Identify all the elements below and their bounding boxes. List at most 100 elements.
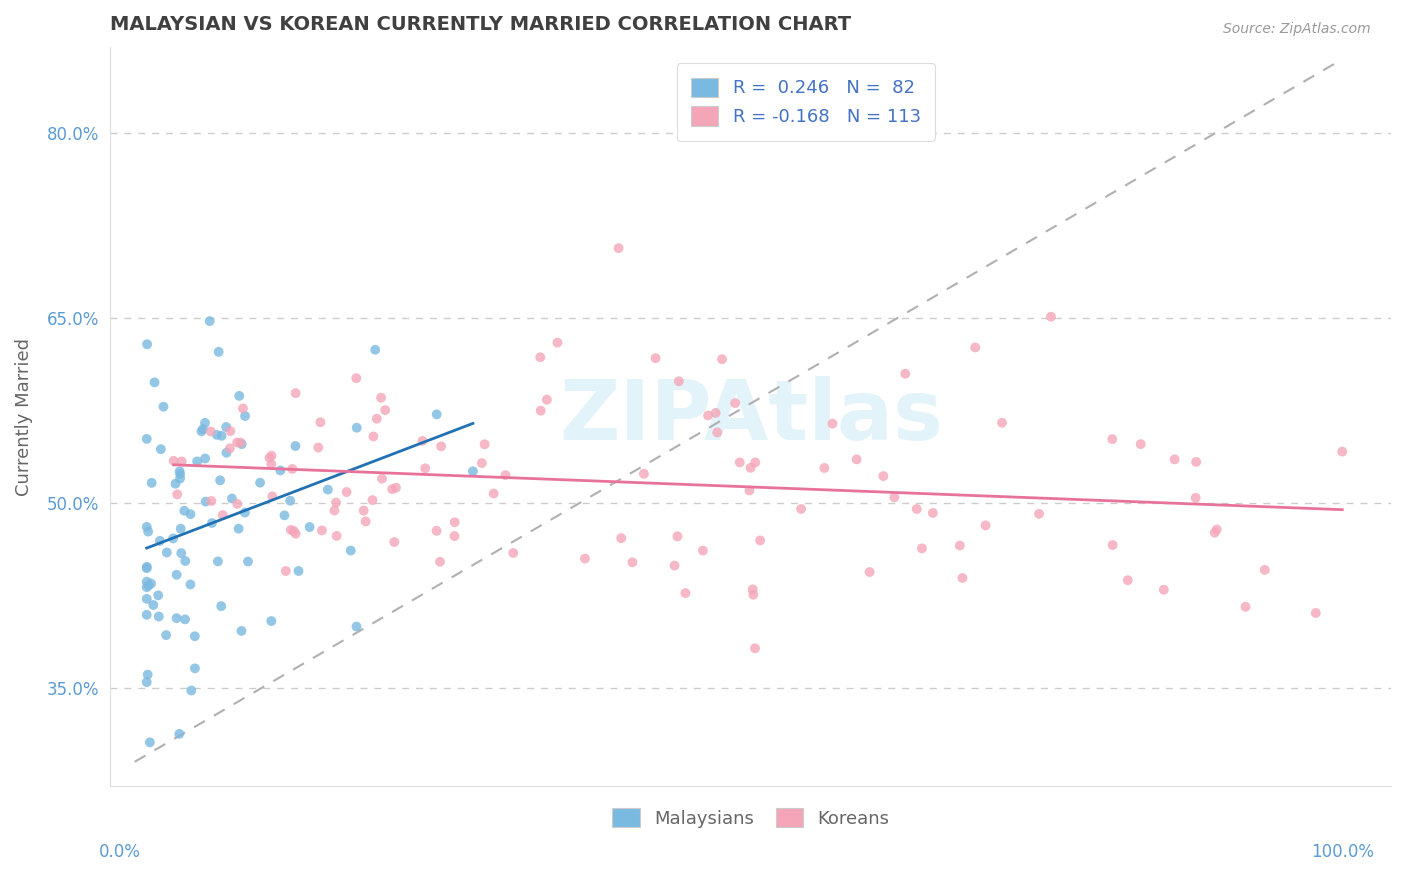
Point bbox=[138, 578, 160, 592]
Point bbox=[621, 555, 644, 569]
Point bbox=[443, 515, 465, 529]
Point bbox=[790, 502, 813, 516]
Point bbox=[546, 335, 568, 350]
Point bbox=[316, 483, 339, 497]
Point bbox=[169, 471, 191, 485]
Point bbox=[697, 409, 720, 423]
Point bbox=[607, 241, 630, 255]
Point bbox=[219, 424, 242, 438]
Point bbox=[1305, 606, 1327, 620]
Point bbox=[502, 546, 524, 560]
Point bbox=[872, 469, 894, 483]
Point bbox=[179, 577, 201, 591]
Point bbox=[148, 588, 170, 602]
Point bbox=[148, 609, 170, 624]
Point bbox=[1101, 432, 1123, 446]
Point bbox=[231, 437, 253, 451]
Point bbox=[363, 429, 385, 443]
Point bbox=[260, 449, 283, 463]
Point bbox=[1254, 563, 1277, 577]
Point bbox=[346, 619, 368, 633]
Point bbox=[191, 422, 214, 436]
Point bbox=[311, 524, 333, 538]
Text: ZIPAtlas: ZIPAtlas bbox=[558, 376, 942, 457]
Point bbox=[207, 554, 229, 568]
Point bbox=[152, 400, 174, 414]
Point bbox=[366, 411, 388, 425]
Point bbox=[194, 451, 217, 466]
Point bbox=[135, 675, 157, 690]
Point bbox=[1163, 452, 1185, 467]
Point bbox=[1116, 573, 1139, 587]
Point bbox=[666, 529, 689, 543]
Point bbox=[166, 567, 188, 582]
Point bbox=[259, 450, 281, 465]
Point bbox=[711, 352, 734, 367]
Point bbox=[1028, 507, 1050, 521]
Point bbox=[184, 629, 207, 643]
Point bbox=[821, 417, 844, 431]
Point bbox=[170, 522, 193, 536]
Point bbox=[744, 641, 766, 656]
Text: 0.0%: 0.0% bbox=[98, 843, 141, 861]
Point bbox=[858, 565, 880, 579]
Point bbox=[135, 559, 157, 574]
Point bbox=[228, 389, 250, 403]
Point bbox=[211, 508, 233, 522]
Point bbox=[139, 576, 162, 591]
Point bbox=[162, 454, 184, 468]
Point bbox=[1331, 444, 1354, 458]
Point bbox=[344, 371, 367, 385]
Point bbox=[142, 598, 165, 612]
Point bbox=[1184, 491, 1206, 505]
Point bbox=[284, 386, 307, 401]
Point bbox=[883, 491, 905, 505]
Point bbox=[530, 403, 553, 417]
Point bbox=[471, 456, 494, 470]
Point bbox=[741, 582, 763, 597]
Point bbox=[673, 586, 696, 600]
Point bbox=[742, 588, 765, 602]
Point bbox=[894, 367, 917, 381]
Point bbox=[273, 508, 295, 523]
Point bbox=[1129, 437, 1152, 451]
Point bbox=[346, 421, 368, 435]
Point bbox=[162, 532, 184, 546]
Point bbox=[991, 416, 1014, 430]
Point bbox=[845, 452, 868, 467]
Point bbox=[425, 524, 447, 538]
Point bbox=[382, 535, 405, 549]
Point bbox=[139, 735, 162, 749]
Point bbox=[813, 461, 835, 475]
Point bbox=[215, 445, 238, 459]
Point bbox=[136, 524, 159, 539]
Point bbox=[738, 483, 761, 498]
Point bbox=[236, 555, 259, 569]
Point bbox=[430, 439, 453, 453]
Point bbox=[233, 506, 256, 520]
Point bbox=[249, 475, 271, 490]
Point bbox=[325, 529, 347, 543]
Point bbox=[361, 493, 384, 508]
Point bbox=[529, 350, 551, 364]
Point bbox=[218, 442, 240, 456]
Point bbox=[283, 524, 305, 538]
Point bbox=[260, 458, 283, 472]
Point bbox=[194, 416, 217, 430]
Point bbox=[231, 624, 253, 638]
Point bbox=[155, 628, 177, 642]
Point bbox=[209, 473, 232, 487]
Point bbox=[374, 403, 396, 417]
Point bbox=[353, 503, 375, 517]
Point bbox=[1101, 538, 1123, 552]
Point bbox=[166, 487, 188, 501]
Point bbox=[610, 531, 633, 545]
Point bbox=[135, 591, 157, 606]
Point bbox=[143, 376, 166, 390]
Point bbox=[194, 494, 217, 508]
Point bbox=[664, 558, 686, 573]
Point bbox=[284, 439, 307, 453]
Point bbox=[281, 462, 304, 476]
Point bbox=[749, 533, 772, 548]
Point bbox=[429, 555, 451, 569]
